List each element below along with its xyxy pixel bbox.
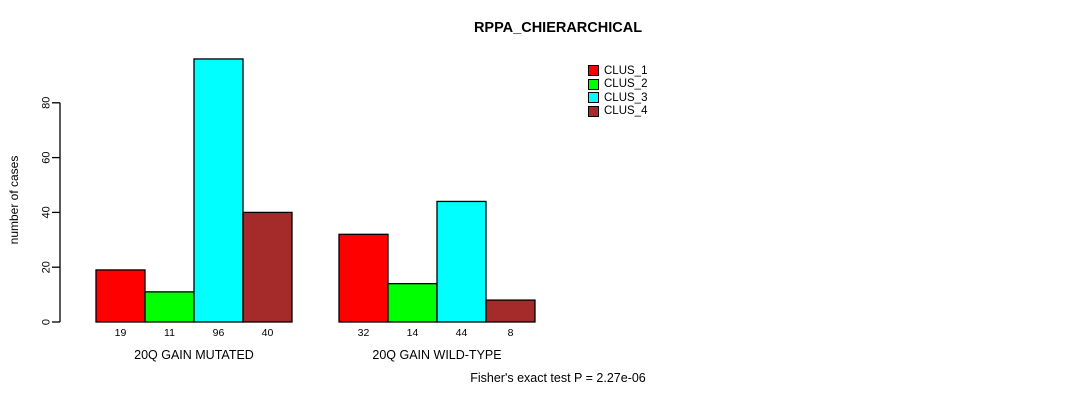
legend-item-clus_4: CLUS_4 xyxy=(588,105,647,119)
legend-swatch-icon xyxy=(588,92,599,104)
bar-clus_2-group2 xyxy=(387,282,438,323)
bar-clus_4-group1 xyxy=(242,211,293,323)
bar-value-label: 8 xyxy=(508,327,514,339)
bar-value-label: 96 xyxy=(213,327,225,339)
bar-value-label: 32 xyxy=(358,327,370,339)
bar-clus_3-group2 xyxy=(436,200,487,323)
y-tick-label: 20 xyxy=(41,261,53,273)
legend-label: CLUS_1 xyxy=(604,64,648,77)
bar-clus_1-group1 xyxy=(95,269,146,323)
bar-value-label: 44 xyxy=(456,327,468,339)
bar-value-label: 11 xyxy=(164,327,175,339)
bar-clus_4-group2 xyxy=(485,299,536,323)
bar-value-label: 19 xyxy=(115,327,127,339)
legend-label: CLUS_2 xyxy=(604,78,648,91)
legend-swatch-icon xyxy=(588,78,599,90)
bar-value-label: 14 xyxy=(407,327,419,339)
legend-item-clus_2: CLUS_2 xyxy=(588,78,647,92)
y-tick-label: 60 xyxy=(41,151,53,163)
bar-clus_3-group1 xyxy=(193,58,244,323)
fisher-test-annotation: Fisher's exact test P = 2.27e-06 xyxy=(470,371,646,385)
bar-clus_1-group2 xyxy=(338,233,389,323)
legend-label: CLUS_4 xyxy=(604,105,648,118)
legend-item-clus_3: CLUS_3 xyxy=(588,91,647,105)
bar-clus_2-group1 xyxy=(144,291,195,323)
bar-value-label: 40 xyxy=(262,327,274,339)
y-tick-label: 40 xyxy=(41,206,53,218)
legend: CLUS_1 CLUS_2 CLUS_3 CLUS_4 xyxy=(588,64,647,118)
chart-title: RPPA_CHIERARCHICAL xyxy=(473,20,643,36)
y-tick-label: 80 xyxy=(41,97,53,109)
group-label: 20Q GAIN MUTATED xyxy=(134,348,254,362)
y-axis-label: number of cases xyxy=(7,156,21,245)
legend-swatch-icon xyxy=(588,105,599,117)
group-label: 20Q GAIN WILD-TYPE xyxy=(372,348,501,362)
legend-label: CLUS_3 xyxy=(604,91,648,104)
legend-swatch-icon xyxy=(588,65,599,77)
y-tick-label: 0 xyxy=(41,319,53,325)
legend-item-clus_1: CLUS_1 xyxy=(588,64,647,78)
